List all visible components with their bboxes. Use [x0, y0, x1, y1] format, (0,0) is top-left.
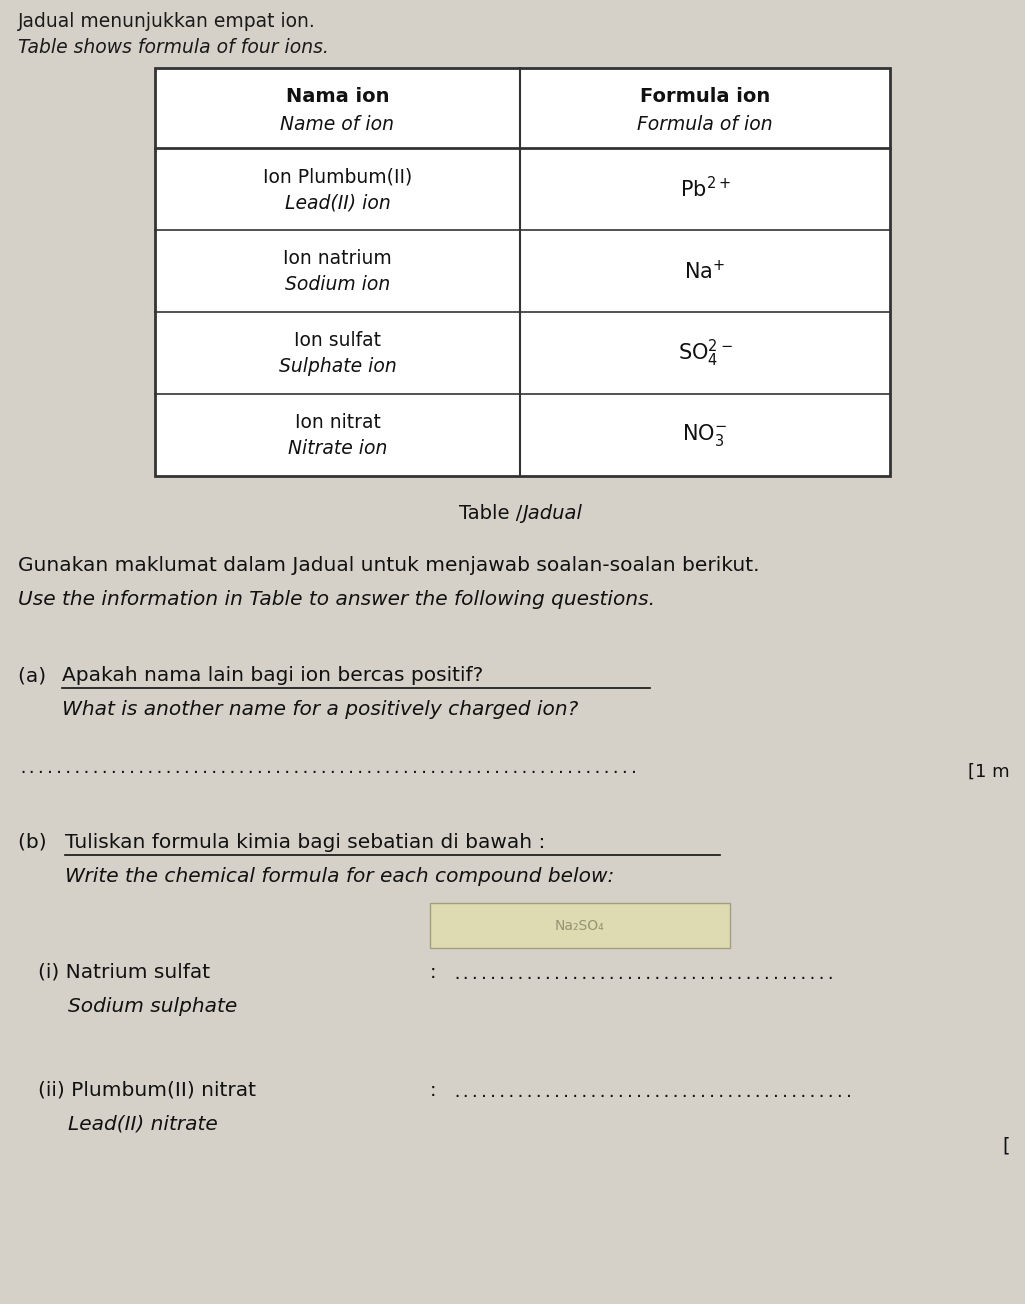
Text: ....................................................................: ........................................…: [18, 762, 639, 776]
Text: :: :: [430, 962, 443, 982]
Text: Sodium sulphate: Sodium sulphate: [68, 998, 237, 1016]
Text: Ion natrium: Ion natrium: [283, 249, 392, 269]
Text: NO$_3^{-}$: NO$_3^{-}$: [683, 422, 728, 449]
Text: Pb$^{2+}$: Pb$^{2+}$: [680, 176, 731, 202]
Text: Na₂SO₄: Na₂SO₄: [556, 918, 605, 932]
Text: Tuliskan formula kimia bagi sebatian di bawah :: Tuliskan formula kimia bagi sebatian di …: [65, 833, 545, 852]
Text: (i) Natrium sulfat: (i) Natrium sulfat: [38, 962, 210, 982]
Text: Nama ion: Nama ion: [286, 86, 390, 106]
Text: ..........................................: ........................................…: [452, 968, 835, 982]
Text: Table shows formula of four ions.: Table shows formula of four ions.: [18, 38, 329, 57]
Text: Sodium ion: Sodium ion: [285, 275, 391, 295]
Text: Jadual: Jadual: [523, 505, 582, 523]
Text: Na$^{+}$: Na$^{+}$: [685, 259, 726, 283]
Text: (ii) Plumbum(II) nitrat: (ii) Plumbum(II) nitrat: [38, 1081, 256, 1101]
Text: [1 m: [1 m: [969, 763, 1010, 781]
Text: Table /: Table /: [459, 505, 523, 523]
Text: Ion Plumbum(II): Ion Plumbum(II): [262, 167, 412, 186]
Text: Nitrate ion: Nitrate ion: [288, 439, 387, 459]
Bar: [155, 68, 890, 476]
Text: Lead(II) nitrate: Lead(II) nitrate: [68, 1115, 217, 1134]
Text: Ion nitrat: Ion nitrat: [294, 413, 380, 433]
Text: Use the information in Table to answer the following questions.: Use the information in Table to answer t…: [18, 589, 655, 609]
Text: Gunakan maklumat dalam Jadual untuk menjawab soalan-soalan berikut.: Gunakan maklumat dalam Jadual untuk menj…: [18, 556, 760, 575]
Text: Formula of ion: Formula of ion: [638, 115, 773, 133]
Bar: [430, 902, 730, 948]
Text: (b): (b): [18, 833, 53, 852]
Text: Write the chemical formula for each compound below:: Write the chemical formula for each comp…: [65, 867, 614, 885]
Text: ............................................: ........................................…: [452, 1085, 854, 1101]
Bar: [155, 68, 890, 476]
Text: Jadual menunjukkan empat ion.: Jadual menunjukkan empat ion.: [18, 12, 316, 31]
Text: Lead(II) ion: Lead(II) ion: [285, 193, 391, 213]
Text: Name of ion: Name of ion: [281, 115, 395, 133]
Text: Sulphate ion: Sulphate ion: [279, 357, 397, 377]
Text: What is another name for a positively charged ion?: What is another name for a positively ch…: [62, 700, 578, 719]
Text: SO$_4^{2-}$: SO$_4^{2-}$: [678, 338, 733, 369]
Text: Apakah nama lain bagi ion bercas positif?: Apakah nama lain bagi ion bercas positif…: [62, 666, 483, 685]
Text: [: [: [1002, 1136, 1010, 1155]
Text: :: :: [430, 1081, 443, 1101]
Text: Formula ion: Formula ion: [640, 86, 770, 106]
Text: (a): (a): [18, 666, 52, 685]
Text: Ion sulfat: Ion sulfat: [294, 331, 381, 351]
